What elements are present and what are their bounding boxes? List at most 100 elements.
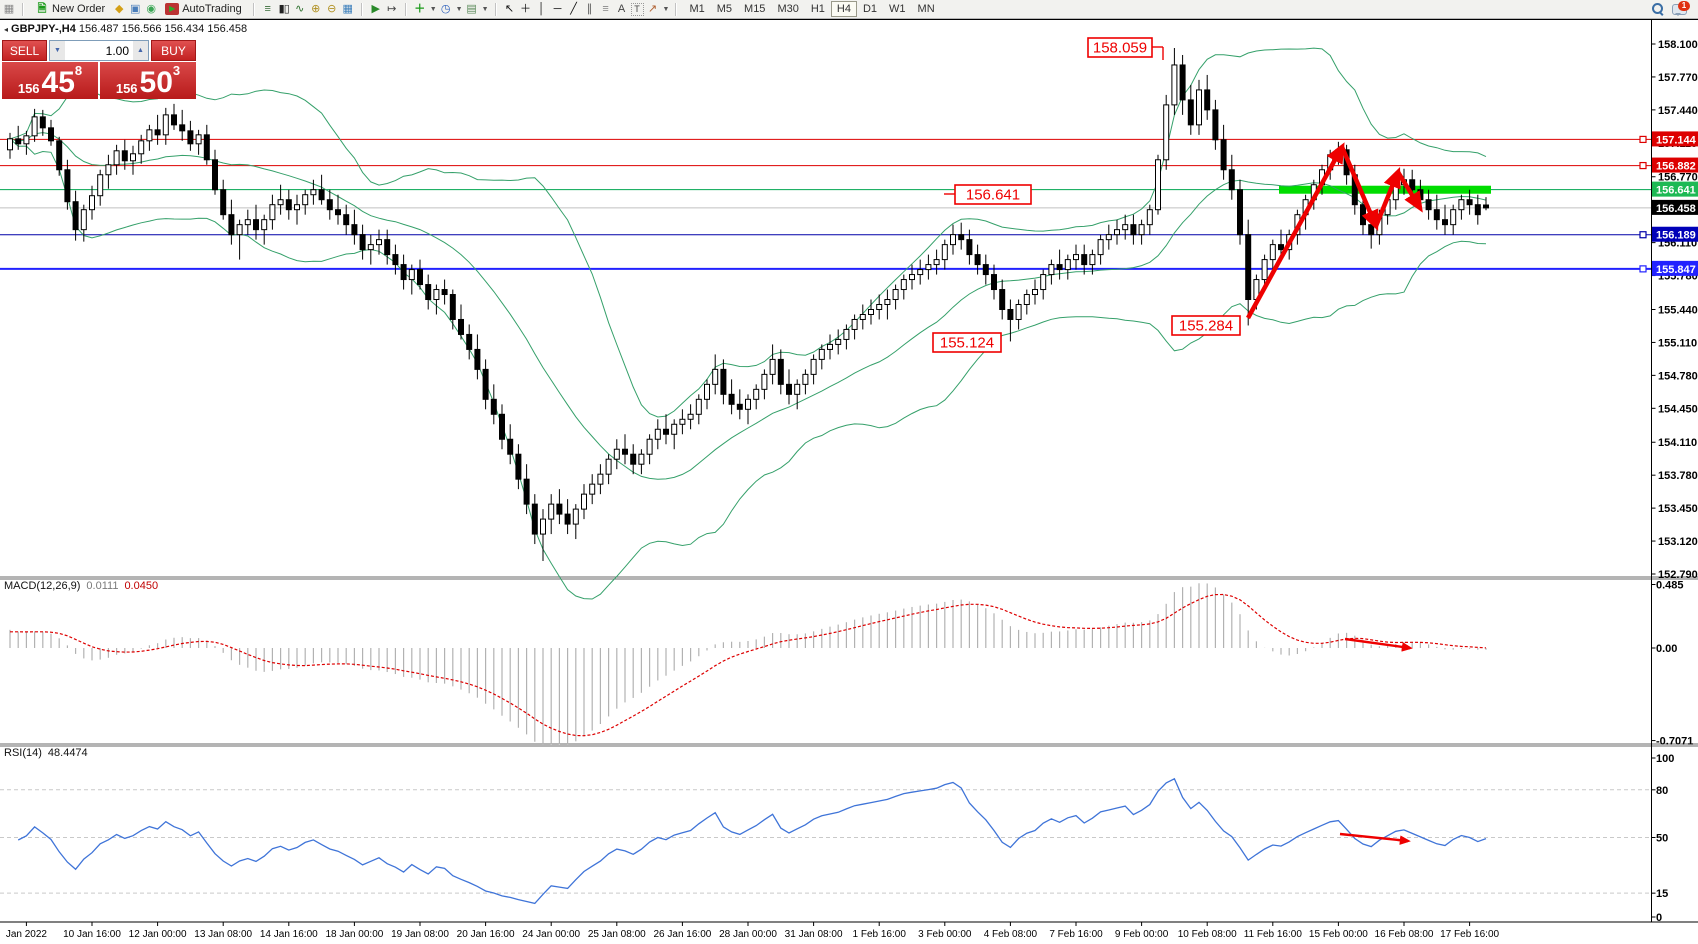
- timeframe-button-d1[interactable]: D1: [862, 3, 878, 15]
- chart-shift-icon[interactable]: ↦: [387, 2, 397, 15]
- time-axis-label: 13 Jan 08:00: [194, 929, 252, 940]
- line-chart-icon[interactable]: ∿: [295, 2, 305, 15]
- text-label-icon[interactable]: T: [630, 2, 644, 16]
- zoom-in-icon[interactable]: ⊕: [311, 2, 321, 15]
- rsi-red-arrow[interactable]: [1339, 832, 1411, 845]
- candle: [613, 448, 620, 460]
- auto-scroll-icon[interactable]: ▶: [371, 2, 380, 15]
- zoom-out-icon[interactable]: ⊖: [327, 2, 337, 15]
- annotation-box[interactable]: [932, 332, 1002, 353]
- sell-price-panel[interactable]: 156 45 8: [2, 62, 98, 99]
- candle: [1483, 204, 1489, 209]
- macd-name: MACD(12,26,9): [4, 580, 81, 592]
- line-drag-handle[interactable]: [1639, 265, 1647, 273]
- rsi-panel: 100 80 50 15 0: [0, 753, 1674, 924]
- timeframe-button-m1[interactable]: M1: [689, 3, 705, 15]
- zigzag-arrow-segment[interactable]: [1246, 142, 1345, 320]
- price-axis-label: 156.770: [1658, 172, 1698, 184]
- indicators-icon[interactable]: ＋: [414, 2, 426, 15]
- candle: [1138, 224, 1145, 236]
- volume-increase-button[interactable]: ▲: [133, 41, 148, 60]
- buy-price-panel[interactable]: 156 50 3: [100, 62, 196, 99]
- text-icon[interactable]: A: [617, 2, 626, 15]
- templates-caret-icon[interactable]: ▼: [481, 5, 489, 13]
- vertical-line-icon[interactable]: │: [538, 2, 545, 15]
- candle: [654, 428, 661, 440]
- annotation-box[interactable]: [1171, 315, 1241, 336]
- macd-red-arrow[interactable]: [1344, 637, 1413, 652]
- candle: [228, 214, 235, 236]
- equidistant-channel-icon[interactable]: ∥: [586, 2, 593, 15]
- candle: [540, 518, 546, 535]
- templates-icon[interactable]: ▤: [466, 2, 477, 15]
- collapse-arrow-icon[interactable]: ◂: [4, 25, 9, 34]
- timeframe-button-h1[interactable]: H1: [810, 3, 825, 15]
- candle: [1007, 308, 1014, 320]
- candle: [1114, 229, 1120, 236]
- candle: [1212, 109, 1219, 141]
- signals-icon[interactable]: ◉: [146, 2, 156, 15]
- candle: [318, 189, 325, 201]
- candle: [212, 159, 218, 191]
- trendline-icon[interactable]: ╱: [570, 2, 577, 15]
- timeframe-button-mn[interactable]: MN: [917, 3, 935, 15]
- volume-input[interactable]: 1.00: [105, 43, 129, 58]
- sell-button[interactable]: SELL: [2, 40, 47, 61]
- buy-button[interactable]: BUY: [151, 40, 196, 61]
- timeframe-button-m30[interactable]: M30: [777, 3, 799, 15]
- expert-advisors-icon[interactable]: ◆: [114, 2, 124, 15]
- periods-icon[interactable]: ◷: [440, 2, 451, 15]
- timeframe-button-m5[interactable]: M5: [716, 3, 733, 15]
- line-drag-handle[interactable]: [1639, 231, 1647, 239]
- zigzag-arrow-segment[interactable]: [1373, 166, 1401, 227]
- search-icon[interactable]: [1652, 3, 1664, 16]
- bar-chart-icon[interactable]: ≡: [264, 2, 271, 15]
- candle: [408, 269, 415, 281]
- macd-axis-label: 0.485: [1656, 580, 1684, 592]
- crosshair-icon[interactable]: ＋: [520, 2, 532, 15]
- candle: [523, 478, 530, 505]
- volume-decrease-button[interactable]: ▼: [50, 41, 65, 60]
- panel-borders: [0, 19, 1698, 923]
- timeframe-button-m15[interactable]: M15: [744, 3, 766, 15]
- indicators-caret-icon[interactable]: ▼: [429, 5, 437, 13]
- periods-caret-icon[interactable]: ▼: [455, 5, 463, 13]
- candle: [154, 129, 161, 136]
- zigzag-arrow-segment[interactable]: [1339, 146, 1379, 231]
- candle: [162, 114, 169, 136]
- tile-windows-icon[interactable]: ▦: [342, 2, 353, 15]
- autotrading-button[interactable]: ▶ AutoTrading: [160, 1, 247, 17]
- candle: [1073, 254, 1079, 261]
- timeframe-button-h4[interactable]: H4: [830, 1, 857, 17]
- green-resistance-zone[interactable]: [1279, 185, 1491, 194]
- candle: [392, 254, 399, 266]
- line-drag-handle[interactable]: [1639, 161, 1647, 170]
- horizontal-line-icon[interactable]: ─: [553, 2, 562, 15]
- ohlc-values: 156.487 156.566 156.434 156.458: [78, 23, 248, 35]
- arrow-tools-caret-icon[interactable]: ▼: [662, 5, 670, 13]
- new-order-button[interactable]: 🗎 New Order: [30, 1, 110, 18]
- candle: [261, 219, 268, 231]
- candle: [1171, 64, 1178, 106]
- line-drag-handle[interactable]: [1639, 135, 1647, 144]
- timeframe-button-w1[interactable]: W1: [889, 3, 906, 15]
- candlestick-chart-icon[interactable]: ▮▯: [278, 2, 290, 15]
- candle: [1425, 199, 1432, 211]
- candle: [236, 224, 243, 236]
- notifications-icon[interactable]: 1: [1672, 0, 1690, 16]
- fibonacci-icon[interactable]: ≡: [602, 2, 609, 15]
- arrow-tools-icon[interactable]: ↗: [647, 2, 658, 15]
- candle: [769, 358, 776, 375]
- time-axis: Jan 2022 10 Jan 16:00 12 Jan 00:00 13 Jan 0…: [6, 922, 1500, 940]
- time-axis-label: 1 Feb 16:00: [853, 929, 907, 940]
- zigzag-arrow-segment[interactable]: [1396, 170, 1423, 213]
- metaeditor-icon[interactable]: ▣: [129, 2, 141, 15]
- candle: [999, 289, 1006, 310]
- annotation-text: 155.124: [940, 335, 994, 352]
- buy-price-big: 50: [139, 66, 173, 99]
- price-axis-label: 154.110: [1658, 437, 1697, 449]
- cursor-icon[interactable]: ↖: [504, 2, 515, 15]
- candle: [7, 138, 13, 151]
- toolbar-separator: [675, 2, 678, 16]
